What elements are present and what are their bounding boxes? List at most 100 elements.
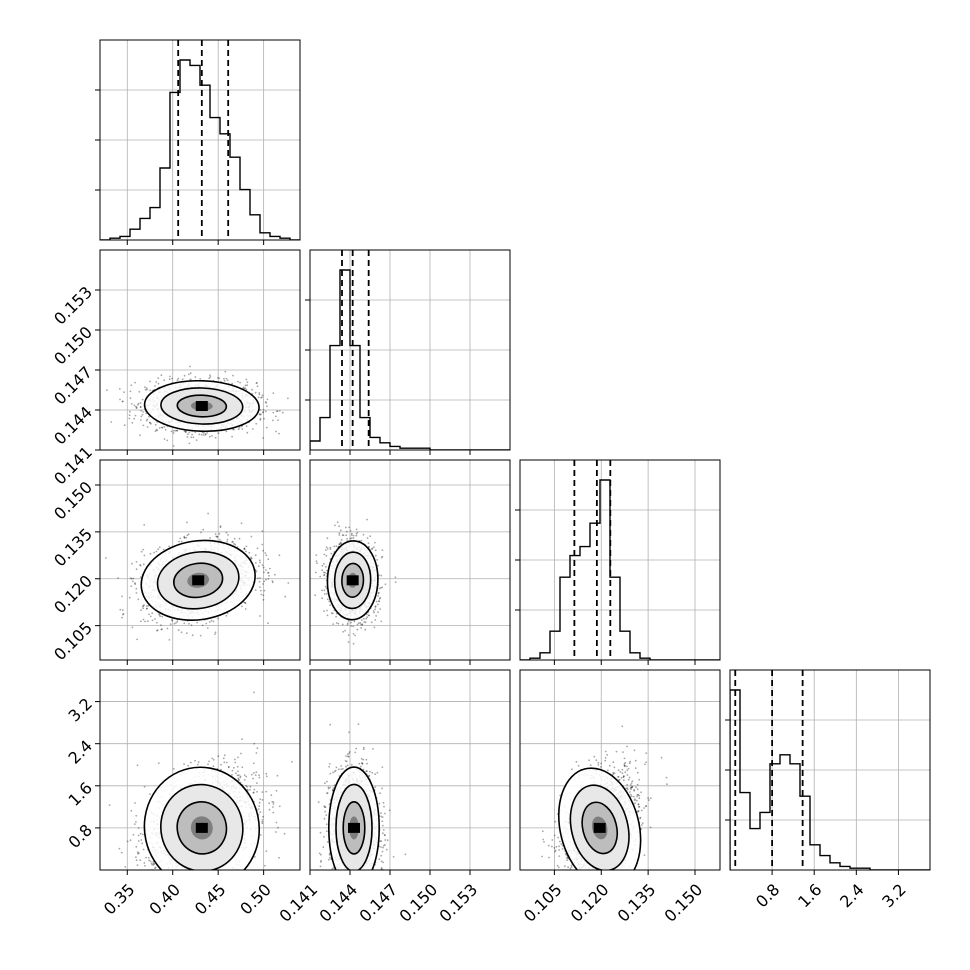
sample-point [254,554,257,557]
sample-point [350,625,353,627]
sample-point [187,533,190,536]
sample-point [158,613,160,615]
sample-point [352,642,355,645]
sample-point [140,609,143,611]
sample-point [256,577,259,580]
sample-point [234,543,237,546]
sample-point [265,578,267,581]
sample-point [361,623,364,626]
sample-point [366,616,369,619]
sample-point [189,378,192,381]
sample-point [338,543,341,546]
sample-point [119,608,122,611]
sample-point [260,589,262,592]
sample-point [129,390,132,393]
sample-point [155,381,158,383]
sample-point [159,615,162,618]
sample-point [191,634,194,637]
sample-point [188,442,191,445]
sample-point [214,436,217,439]
sample-point [259,409,262,411]
sample-point [254,589,257,591]
sample-point [281,411,284,414]
sample-point [176,379,179,381]
panel-content [730,670,930,870]
sample-point [257,396,260,399]
sample-point [190,436,193,439]
sample-point [258,559,261,562]
sample-point [157,548,160,551]
sample-point [260,593,263,596]
sample-point [178,540,180,543]
sample-point [262,598,265,601]
sample-point [161,615,164,618]
sample-point [121,400,124,403]
sample-point [142,563,145,566]
sample-point [321,589,323,592]
sample-point [368,614,370,617]
sample-point [267,572,270,574]
sample-point [346,623,349,626]
sample-point [214,533,217,535]
sample-point [189,365,191,368]
sample-point [142,607,145,610]
sample-point [262,549,265,552]
sample-point [261,396,263,399]
sample-point [209,374,211,377]
sample-point [130,577,133,580]
sample-point [262,566,265,569]
sample-point [259,417,262,420]
sample-point [243,548,246,550]
sample-point [170,430,173,433]
sample-point [250,535,253,538]
sample-point [345,526,347,529]
sample-point [121,616,123,619]
sample-point [266,398,269,401]
sample-point [176,429,179,432]
sample-point [266,405,268,408]
sample-point [157,377,160,379]
sample-point [258,393,261,396]
sample-point [329,604,332,607]
sample-point [135,592,138,594]
sample-point [156,621,158,624]
sample-point [201,624,204,627]
sample-point [378,600,380,602]
sample-point [376,559,378,561]
sample-point [363,621,366,623]
sample-point [246,431,249,434]
sample-point [168,378,171,381]
sample-point [333,545,336,548]
sample-point [142,424,145,427]
histogram-step-2 [520,479,720,660]
sample-point [135,587,138,590]
sample-point [219,525,222,528]
sample-point [258,392,261,394]
sample-point [131,562,133,565]
sample-point [378,574,380,577]
sample-point [238,537,241,540]
sample-point [144,386,146,389]
sample-point [261,543,264,546]
sample-point [173,429,175,432]
sample-point [262,583,264,585]
panel-content [100,250,300,450]
sample-point [211,435,213,437]
sample-point [365,617,368,620]
sample-point [335,622,338,624]
sample-point [258,580,261,583]
sample-point [374,606,377,608]
sample-point [244,608,247,610]
sample-point [377,603,379,606]
sample-point [218,377,221,380]
sample-point [332,623,335,625]
panel-content [310,250,510,450]
panel-frame [99,249,301,451]
sample-point [267,622,269,625]
contour-0 [143,379,260,433]
sample-point [271,581,274,584]
sample-point [105,557,107,559]
sample-point [233,542,235,545]
sample-point [133,417,136,420]
sample-point [366,518,368,521]
